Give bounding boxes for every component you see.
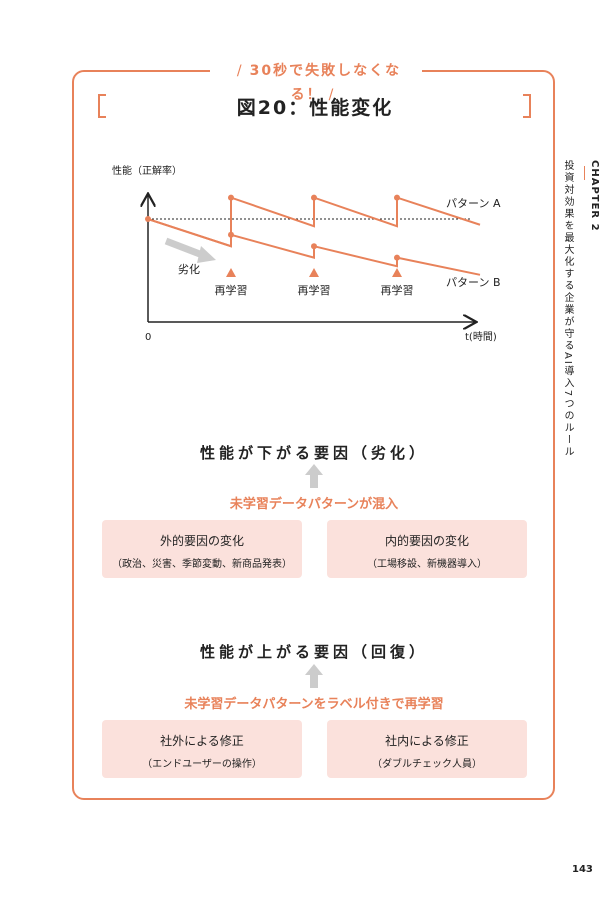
retrain-markers: 再学習 再学習 再学習 <box>215 268 414 297</box>
retrain-triangle <box>309 268 319 277</box>
figure-title: 図20：性能変化 <box>236 97 394 119</box>
section-title-recover: 性能が上がる要因（回復） <box>199 643 428 661</box>
page-number: 143 <box>572 864 593 875</box>
x-axis-label: t(時間) <box>465 331 497 343</box>
up-arrow-degrade <box>305 464 323 488</box>
banner-text: 30秒で失敗しなくなる！ <box>249 63 402 103</box>
factor-box-external: 外的要因の変化 （政治、災害、季節変動、新商品発表） <box>102 520 302 578</box>
series-a-points <box>228 194 400 201</box>
retrain-label: 再学習 <box>298 283 331 297</box>
retrain-triangle <box>392 268 402 277</box>
series-b-point <box>311 243 317 250</box>
right-bracket <box>523 94 531 118</box>
retrain-label: 再学習 <box>381 283 414 297</box>
left-bracket <box>98 94 106 118</box>
factor-title: 社内による修正 <box>385 734 469 748</box>
series-b-label: パターン B <box>446 276 501 289</box>
series-b-point <box>228 231 234 238</box>
retrain-triangle <box>226 268 236 277</box>
origin-label: 0 <box>145 332 151 343</box>
factor-detail: （エンドユーザーの操作） <box>142 759 262 770</box>
mix-text-degrade: 未学習データパターンが混入 <box>229 497 399 512</box>
degrade-label: 劣化 <box>178 262 200 276</box>
chapter-label: CHAPTER 2 <box>589 160 600 232</box>
series-a-line <box>147 196 481 248</box>
series-a-point <box>394 194 400 201</box>
fix-box-internal: 社内による修正 （ダブルチェック人員） <box>327 720 527 778</box>
section-title-degrade: 性能が下がる要因（劣化） <box>199 444 428 462</box>
retrain-label: 再学習 <box>215 283 248 297</box>
y-axis-label: 性能（正解率） <box>112 164 182 177</box>
origin-point <box>145 216 151 223</box>
series-a-point <box>311 194 317 201</box>
banner: /30秒で失敗しなくなる！ / <box>210 59 422 103</box>
chapter-sidebar: CHAPTER 2 投資対効果を最大化する企業が守るAI導入7つのルール <box>562 160 604 458</box>
fix-box-external: 社外による修正 （エンドユーザーの操作） <box>102 720 302 778</box>
factor-title: 外的要因の変化 <box>159 534 244 548</box>
chapter-description: 投資対効果を最大化する企業が守るAI導入7つのルール <box>562 160 573 459</box>
series-a-label: パターン A <box>446 197 501 210</box>
sidebar-rule <box>584 166 585 180</box>
factor-title: 社外による修正 <box>160 734 244 748</box>
series-a-point <box>228 194 234 201</box>
performance-chart: 性能（正解率） 0 t(時間) パターン A パターン B 劣化 再学習 再学習再… <box>112 164 501 343</box>
mix-text-recover: 未学習データパターンをラベル付きで再学習 <box>184 697 444 712</box>
up-arrow-recover <box>305 664 323 688</box>
factor-title: 内的要因の変化 <box>384 534 469 548</box>
degrade-arrow <box>164 237 216 263</box>
factor-detail: （政治、災害、季節変動、新商品発表） <box>112 559 292 570</box>
factor-detail: （ダブルチェック人員） <box>372 759 482 770</box>
factor-box-internal: 内的要因の変化 （工場移設、新機器導入） <box>327 520 527 578</box>
series-b-points <box>228 231 400 261</box>
series-b-point <box>394 254 400 261</box>
factor-detail: （工場移設、新機器導入） <box>367 559 487 570</box>
